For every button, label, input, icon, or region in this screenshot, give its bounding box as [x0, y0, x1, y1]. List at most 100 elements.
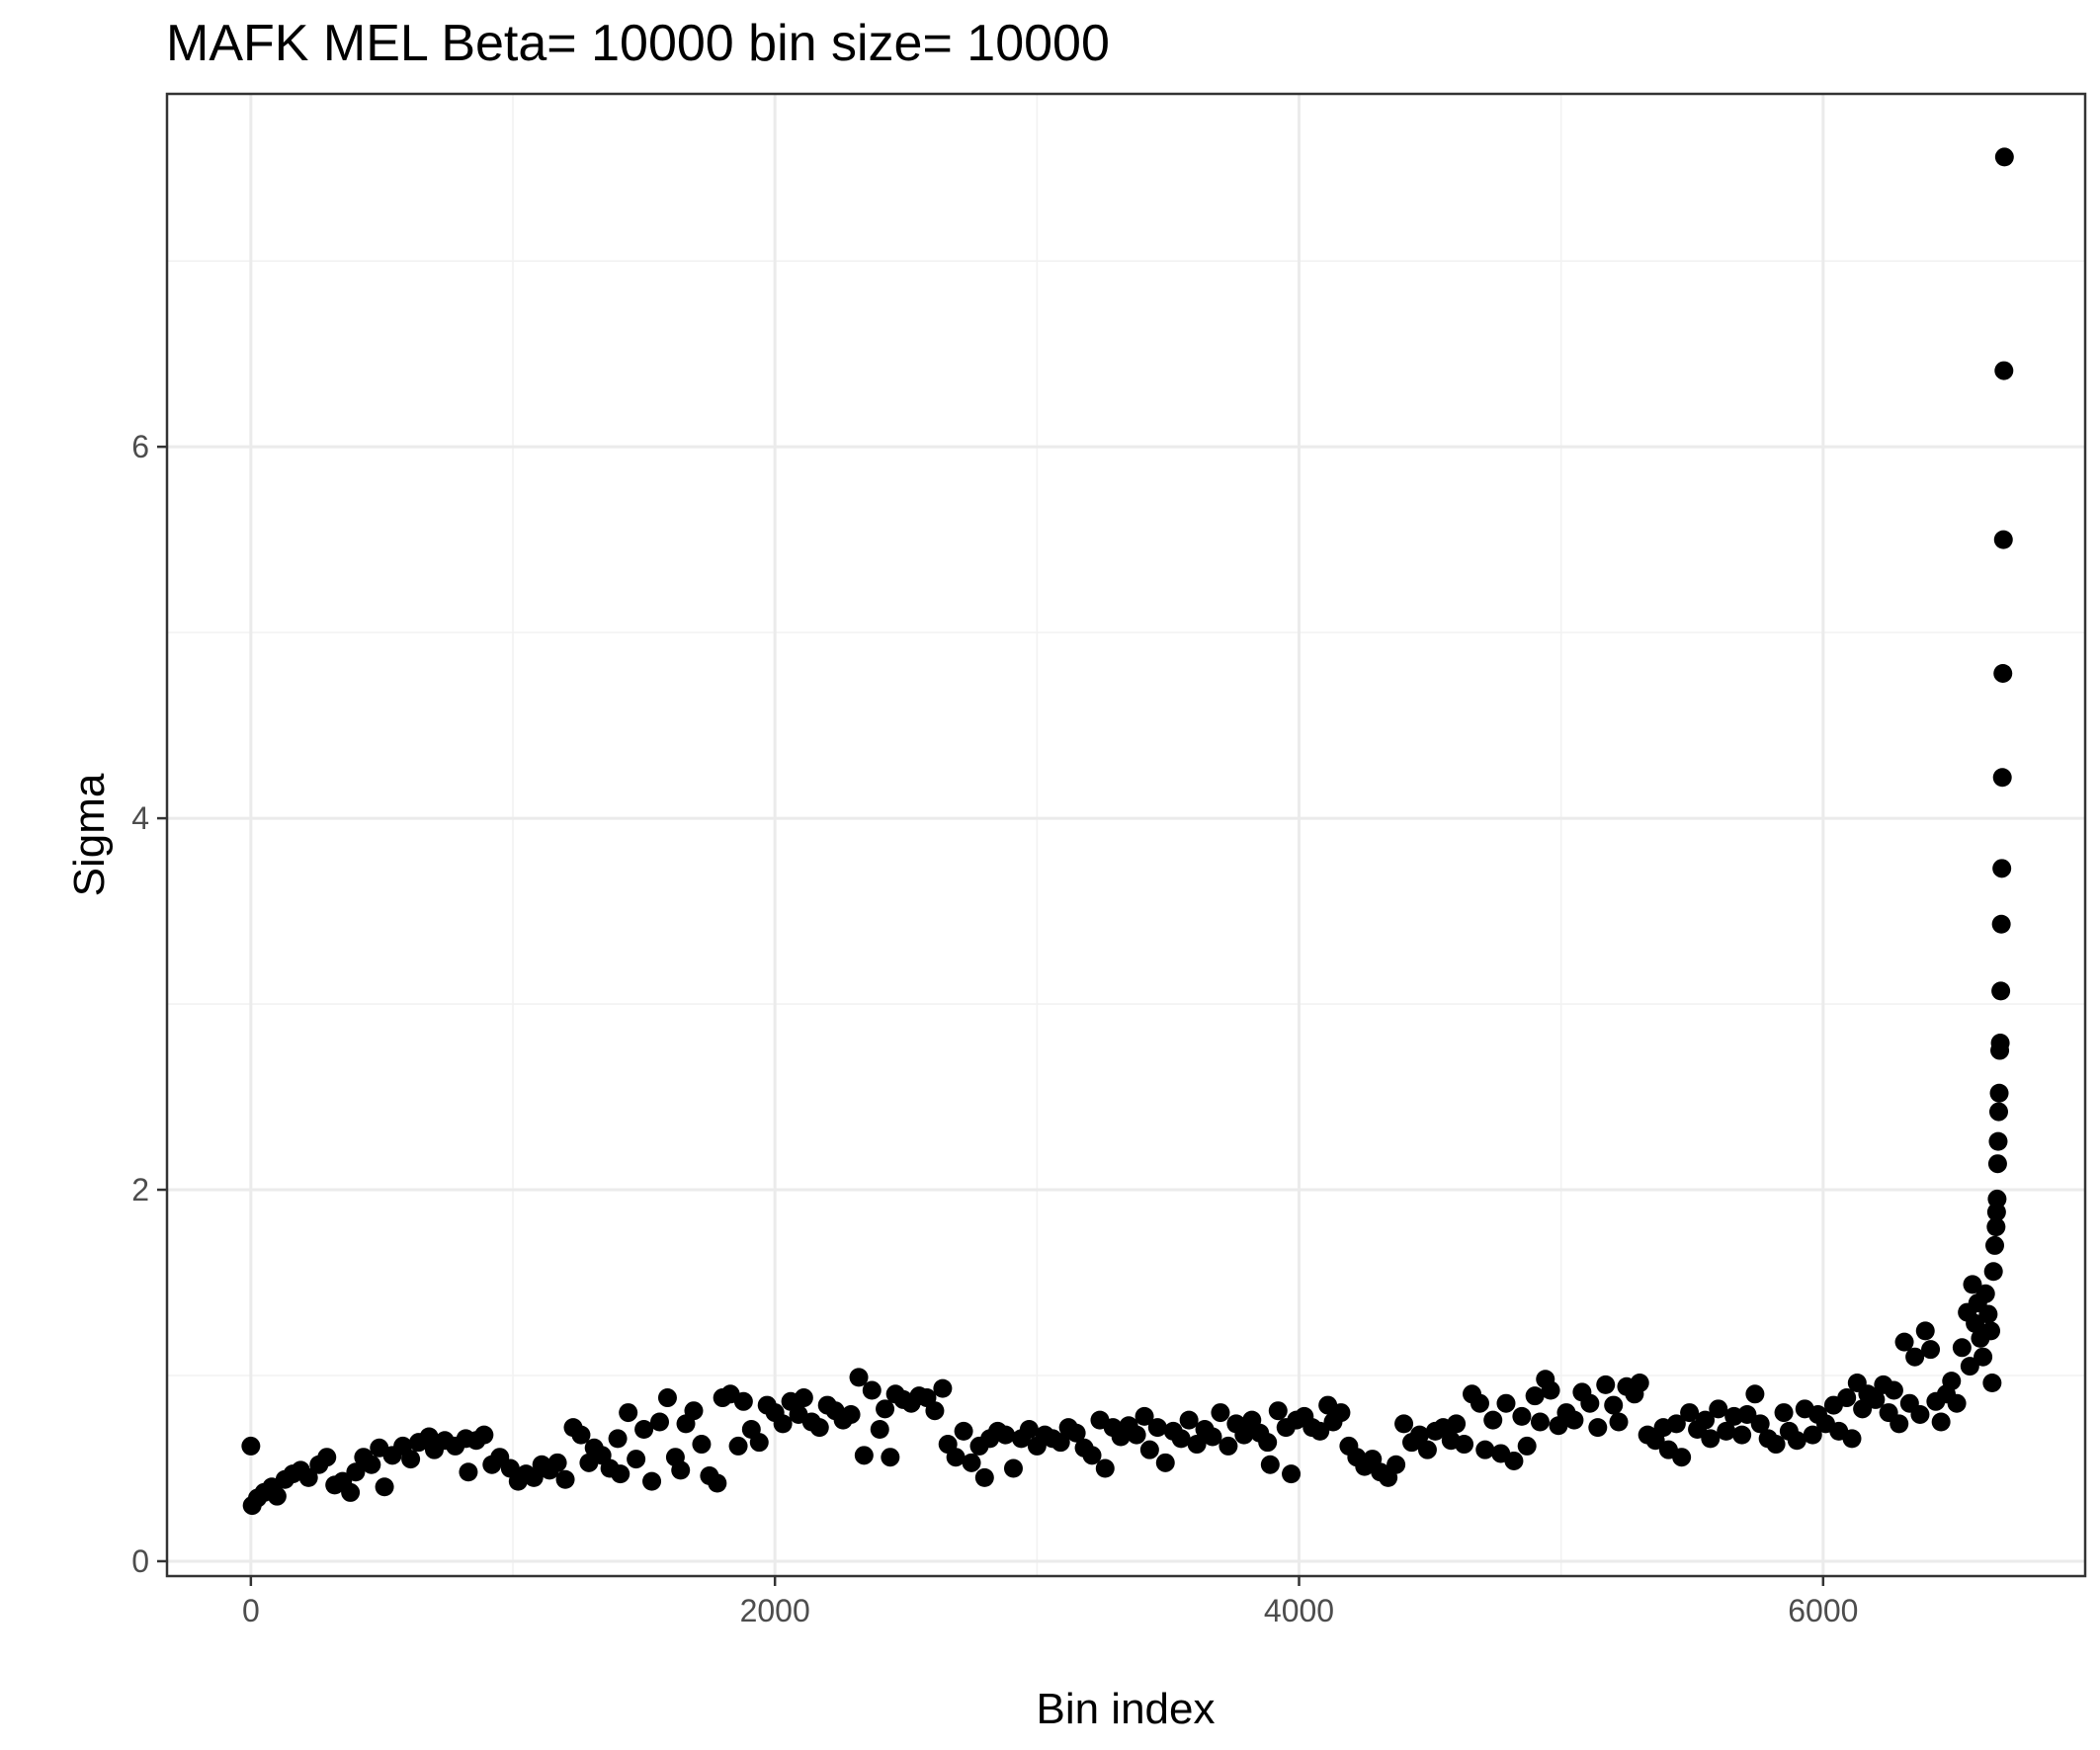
data-point: [1666, 1414, 1686, 1434]
data-point: [1981, 1321, 2001, 1341]
data-point: [794, 1388, 813, 1408]
y-tick-label: 4: [131, 800, 149, 836]
data-point: [1082, 1446, 1102, 1465]
data-point: [1990, 1034, 2010, 1053]
data-point: [1147, 1418, 1167, 1438]
data-point: [1003, 1458, 1023, 1478]
data-point: [1512, 1406, 1532, 1426]
data-point: [1609, 1412, 1629, 1432]
data-point: [1580, 1393, 1600, 1413]
data-point: [619, 1403, 638, 1423]
data-point: [1171, 1429, 1191, 1449]
data-point: [1504, 1451, 1524, 1470]
data-point: [317, 1448, 337, 1467]
data-point: [1992, 768, 2012, 788]
data-point: [1910, 1404, 1930, 1424]
data-point: [1530, 1412, 1550, 1432]
data-point: [1709, 1399, 1728, 1419]
data-point: [1588, 1418, 1608, 1438]
data-point: [375, 1477, 394, 1497]
data-point: [1737, 1404, 1757, 1424]
y-tick-label: 2: [131, 1172, 149, 1208]
data-point: [996, 1425, 1016, 1445]
data-point: [974, 1467, 994, 1487]
data-point: [1019, 1420, 1039, 1440]
x-tick-label: 6000: [1788, 1593, 1858, 1628]
data-point: [1095, 1458, 1115, 1478]
data-point: [571, 1425, 591, 1445]
data-point: [1989, 1083, 2009, 1103]
data-point: [267, 1486, 287, 1506]
data-point: [1991, 981, 2011, 1001]
data-point: [1310, 1421, 1330, 1441]
data-point: [671, 1460, 691, 1480]
data-point: [1987, 1154, 2007, 1174]
data-point: [1915, 1321, 1935, 1341]
data-point: [1966, 1313, 1985, 1333]
y-axis: 0 2 4 6: [131, 429, 167, 1579]
minor-gridlines: [167, 94, 2085, 1576]
data-point: [1987, 1189, 2007, 1208]
data-point: [1991, 914, 2011, 934]
data-point: [841, 1404, 861, 1424]
data-point: [1604, 1395, 1624, 1415]
data-point: [849, 1368, 869, 1387]
data-point: [1952, 1338, 1972, 1358]
data-point: [1564, 1410, 1584, 1430]
data-point: [1837, 1388, 1857, 1408]
data-point: [1717, 1421, 1736, 1441]
data-point: [1541, 1380, 1560, 1400]
data-point: [1931, 1412, 1951, 1432]
x-tick-label: 0: [242, 1593, 260, 1628]
data-point: [876, 1399, 895, 1419]
data-point: [1803, 1425, 1822, 1445]
x-tick-label: 2000: [740, 1593, 810, 1628]
data-point: [1905, 1347, 1925, 1367]
data-point: [634, 1420, 654, 1440]
data-point: [1134, 1406, 1154, 1426]
data-point: [346, 1462, 366, 1482]
y-tick-label: 0: [131, 1543, 149, 1579]
data-point: [854, 1446, 874, 1465]
data-point: [1455, 1435, 1474, 1455]
data-point: [1963, 1275, 1982, 1294]
data-point: [1680, 1403, 1700, 1423]
data-point: [773, 1414, 793, 1434]
data-point: [1127, 1425, 1146, 1445]
data-point: [862, 1380, 882, 1400]
data-point: [1890, 1414, 1909, 1434]
data-point: [1982, 1374, 2002, 1393]
data-point: [1258, 1433, 1278, 1453]
data-point: [1187, 1435, 1207, 1455]
data-point: [1750, 1414, 1770, 1434]
data-point: [1942, 1372, 1962, 1391]
data-point: [1921, 1340, 1941, 1360]
y-tick-label: 6: [131, 429, 149, 464]
data-point: [657, 1388, 677, 1408]
data-point: [1139, 1440, 1159, 1459]
data-point: [1853, 1399, 1873, 1419]
chart-title: MAFK MEL Beta= 10000 bin size= 10000: [166, 15, 1110, 72]
data-point: [1409, 1425, 1429, 1445]
data-point: [1983, 1262, 2003, 1282]
data-point: [728, 1436, 748, 1456]
data-point: [1203, 1427, 1222, 1447]
data-point: [1234, 1425, 1254, 1445]
data-point: [933, 1378, 953, 1398]
data-point: [1992, 859, 2012, 878]
data-point: [547, 1453, 567, 1472]
data-point: [962, 1453, 981, 1472]
data-point: [1517, 1436, 1537, 1456]
data-point: [870, 1420, 889, 1440]
data-point: [608, 1429, 628, 1449]
y-axis-title: Sigma: [65, 773, 114, 896]
data-point: [1483, 1410, 1503, 1430]
data-point: [1960, 1357, 1979, 1376]
data-point: [946, 1448, 966, 1467]
data-point: [1066, 1423, 1086, 1443]
data-point: [1470, 1393, 1489, 1413]
data-point: [1988, 1102, 2008, 1122]
data-point: [1596, 1375, 1616, 1394]
